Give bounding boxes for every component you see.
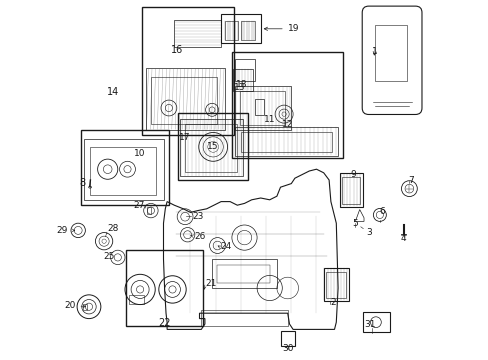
- Bar: [83, 304, 87, 310]
- Text: 23: 23: [192, 212, 203, 220]
- Bar: [217, 265, 269, 283]
- Bar: [146, 207, 151, 214]
- Text: 26: 26: [194, 232, 205, 241]
- Bar: [174, 20, 221, 47]
- Text: 1: 1: [371, 47, 377, 56]
- Text: 9: 9: [349, 170, 355, 179]
- Text: 21: 21: [205, 279, 217, 288]
- Bar: [235, 86, 291, 130]
- Bar: [231, 52, 343, 158]
- Text: 24: 24: [220, 242, 231, 251]
- Text: 11: 11: [264, 115, 275, 124]
- Bar: [185, 124, 237, 172]
- Text: 2: 2: [329, 298, 335, 307]
- Bar: [212, 259, 276, 288]
- Bar: [280, 331, 294, 346]
- Text: 14: 14: [107, 87, 119, 97]
- Bar: [325, 272, 345, 298]
- Bar: [255, 99, 264, 115]
- Bar: [145, 68, 224, 130]
- Bar: [323, 268, 348, 301]
- Bar: [129, 295, 143, 304]
- Text: 15: 15: [206, 143, 218, 152]
- Text: 28: 28: [107, 224, 118, 233]
- Text: 17: 17: [179, 133, 190, 142]
- Text: 22: 22: [158, 318, 170, 328]
- Text: 30: 30: [282, 343, 293, 353]
- Text: 29: 29: [56, 226, 67, 235]
- Text: 27: 27: [133, 202, 144, 210]
- Text: 5: 5: [352, 220, 358, 229]
- Bar: [142, 7, 233, 135]
- Bar: [125, 250, 203, 326]
- Bar: [235, 127, 337, 156]
- Bar: [221, 14, 260, 43]
- Bar: [178, 113, 247, 180]
- Bar: [342, 177, 360, 204]
- Text: 8: 8: [80, 178, 85, 188]
- Text: 13: 13: [233, 83, 244, 92]
- Bar: [240, 91, 285, 125]
- Bar: [241, 132, 331, 152]
- Bar: [84, 139, 163, 200]
- Text: 25: 25: [103, 252, 115, 261]
- Text: 18: 18: [235, 81, 247, 90]
- Bar: [180, 119, 243, 176]
- Text: 4: 4: [400, 234, 406, 243]
- Bar: [89, 147, 156, 195]
- Text: 16: 16: [170, 45, 183, 55]
- Bar: [235, 59, 255, 81]
- Text: 31: 31: [364, 320, 375, 329]
- Text: 20: 20: [64, 302, 76, 310]
- Text: 7: 7: [407, 176, 413, 185]
- Bar: [232, 69, 252, 91]
- Bar: [339, 173, 363, 207]
- Text: 12: 12: [282, 120, 293, 129]
- Bar: [224, 21, 238, 40]
- Text: 19: 19: [264, 24, 299, 33]
- Bar: [241, 21, 254, 40]
- Bar: [374, 25, 407, 81]
- Bar: [151, 77, 217, 124]
- Bar: [81, 130, 168, 205]
- Text: 6: 6: [379, 207, 385, 216]
- Text: 10: 10: [134, 149, 145, 158]
- Text: 3: 3: [365, 228, 371, 237]
- Bar: [201, 310, 287, 326]
- Bar: [362, 312, 389, 332]
